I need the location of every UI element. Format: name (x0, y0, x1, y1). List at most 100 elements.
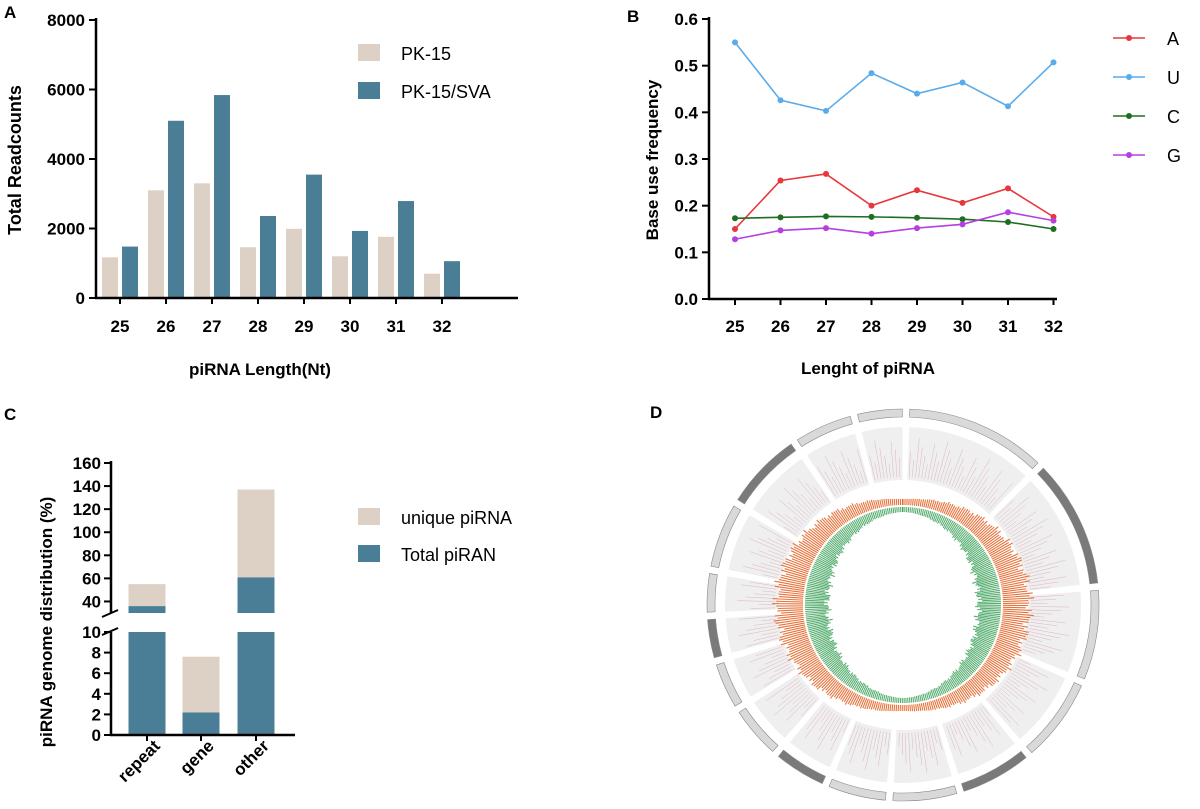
track-bar-green (820, 551, 839, 564)
track-bar-orange (893, 498, 896, 506)
track-bar-green (959, 666, 970, 678)
track-line (1022, 554, 1035, 560)
track-bar-orange (803, 662, 823, 677)
track-bar-green (853, 519, 861, 531)
track-bar-orange (992, 649, 1012, 660)
track-line (831, 716, 841, 733)
track-bar-orange (941, 502, 948, 514)
track-line (1030, 612, 1053, 615)
track-bar-green (808, 626, 828, 633)
track-sector-chr11 (725, 614, 783, 653)
track-bar-green (921, 694, 924, 702)
track-bar-orange (952, 506, 960, 519)
track-bar-orange (780, 588, 804, 594)
track-bar-green (879, 693, 883, 701)
track-line (966, 716, 979, 737)
track-bar-green (968, 551, 986, 564)
track-bar-orange (1001, 583, 1024, 589)
track-bar-green (842, 527, 852, 538)
track-bar-green (970, 638, 991, 650)
track-bar-orange (840, 688, 849, 701)
track-line (1002, 685, 1019, 699)
track-bar-green (967, 656, 980, 667)
track-bar-orange (777, 609, 804, 612)
track-line (976, 709, 993, 731)
track-bar-green (872, 690, 876, 699)
track-line (954, 467, 965, 488)
track-sector-chr16 (861, 427, 903, 484)
track-line (776, 512, 800, 530)
track-bar-green (942, 682, 949, 693)
track-bar-orange (1001, 580, 1030, 587)
track-bar-green (964, 659, 977, 671)
track-bar-orange (1002, 612, 1034, 617)
track-line (1014, 526, 1043, 543)
legend-label-pk15: PK-15 (401, 44, 451, 64)
track-line (930, 452, 938, 481)
point-A-26 (777, 177, 784, 184)
track-line (895, 449, 897, 478)
track-line (1030, 594, 1064, 598)
track-line (921, 455, 926, 479)
track-bar-orange (1002, 595, 1030, 599)
track-bar-orange (944, 695, 951, 708)
ideogram-chr6 (892, 785, 958, 802)
track-line (753, 634, 779, 641)
track-bar-orange (825, 678, 837, 691)
line-series-G (734, 211, 1054, 241)
track-line (755, 646, 783, 656)
track-bar-green (924, 693, 928, 701)
track-line (832, 461, 847, 491)
track-bar-green (958, 667, 969, 679)
track-bar-green (970, 562, 992, 574)
track-bar-green (952, 525, 962, 538)
legend-label-U: U (1167, 68, 1180, 88)
track-bar-orange (831, 512, 843, 527)
track-bar-green (930, 689, 935, 699)
x-tick-label: 31 (999, 317, 1018, 336)
track-bar-orange (962, 684, 972, 697)
track-bar-green (978, 622, 999, 629)
track-bar-orange (856, 502, 863, 515)
track-line (989, 699, 1011, 723)
track-line (999, 496, 1029, 522)
track-bar-green (875, 691, 880, 700)
y-tick-label: 6000 (47, 81, 85, 100)
y-tick-label: 0.0 (674, 290, 698, 309)
track-bar-green (919, 694, 922, 702)
track-bar-green (809, 573, 828, 581)
track-bar-green (816, 558, 834, 569)
bar-pk-15-sva-32 (444, 261, 460, 298)
point-G-31 (1005, 209, 1011, 216)
track-bar-orange (847, 692, 856, 705)
track-bar-orange (995, 642, 1019, 653)
track-bar-orange (778, 591, 804, 595)
track-bar-orange (915, 704, 918, 712)
track-line (746, 625, 777, 631)
track-line (983, 488, 999, 506)
track-bar-orange (983, 664, 1001, 678)
x-tick-label: 29 (295, 317, 314, 336)
track-bar-orange (1000, 578, 1027, 585)
point-C-29 (914, 214, 920, 221)
track-bar-orange (860, 502, 866, 513)
track-bar-orange (800, 658, 819, 671)
track-line (783, 487, 812, 516)
track-line (808, 497, 819, 509)
track-line (750, 551, 783, 564)
track-bar-green (812, 633, 833, 644)
track-bar-orange (987, 538, 1011, 553)
track-bar-green (847, 523, 855, 534)
track-bar-green (813, 563, 835, 574)
track-bar-orange (970, 516, 985, 533)
track-bar-orange (801, 540, 819, 552)
track-line (861, 728, 869, 753)
track-bar-green (875, 510, 880, 519)
track-bar-green (838, 667, 849, 680)
track-bar-green (809, 629, 828, 636)
y-tick-label: 4 (92, 685, 102, 704)
track-bar-green (926, 510, 930, 518)
track-bar-green (956, 529, 966, 541)
track-bar-orange (829, 682, 841, 697)
track-bar-orange (813, 671, 830, 687)
